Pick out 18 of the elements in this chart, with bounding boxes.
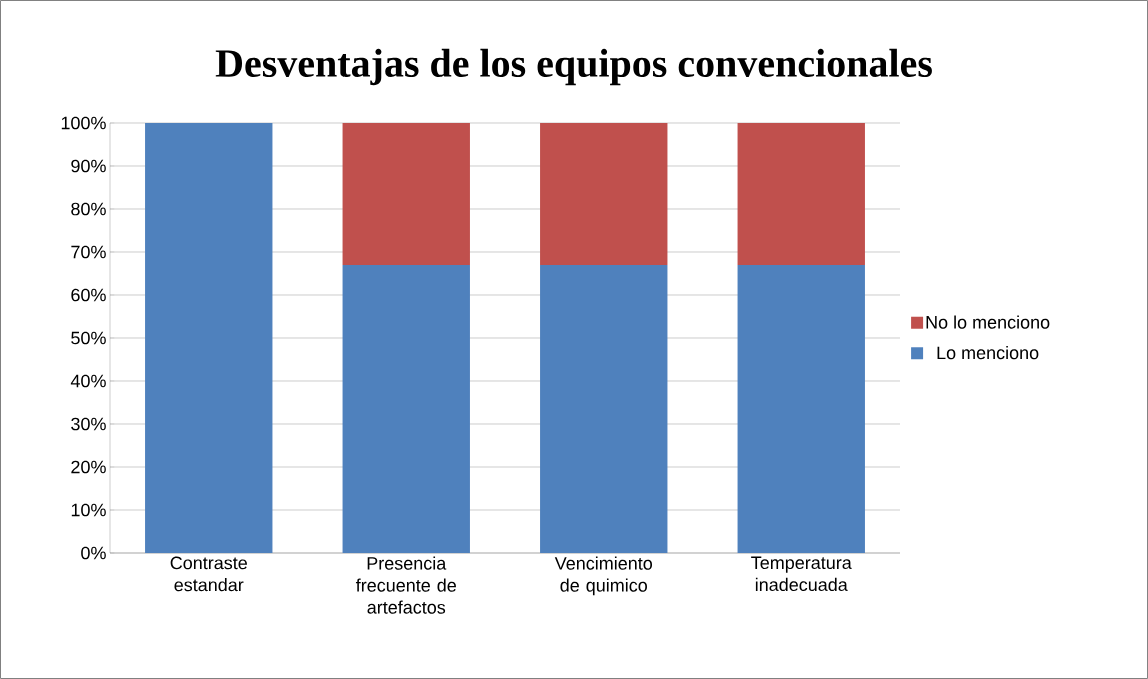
x-tick-label: Presencia frecuente de artefactos — [355, 556, 456, 614]
y-tick-label: 70% — [71, 245, 106, 259]
y-tick-label: 50% — [71, 331, 106, 345]
chart-title: Desventajas de los equipos convencionales — [215, 48, 932, 86]
x-tick-label: Contraste estandar — [170, 556, 247, 592]
y-tick-label: 10% — [71, 503, 106, 517]
y-tick-label: 40% — [70, 374, 106, 388]
y-tick-label: 60% — [71, 288, 106, 302]
y-tick-label: 100% — [61, 116, 106, 130]
x-tick-label: Vencimiento de quimico — [554, 556, 653, 596]
legend-label: No lo menciono — [926, 315, 1050, 329]
legend-label: Lo menciono — [937, 345, 1039, 360]
x-tick-label: Temperatura inadecuada — [751, 556, 852, 592]
y-tick-label: 20% — [71, 460, 106, 474]
y-tick-label: 0% — [81, 546, 106, 560]
y-tick-label: 30% — [71, 417, 106, 431]
y-tick-label: 80% — [71, 202, 106, 216]
y-tick-label: 90% — [71, 159, 106, 173]
